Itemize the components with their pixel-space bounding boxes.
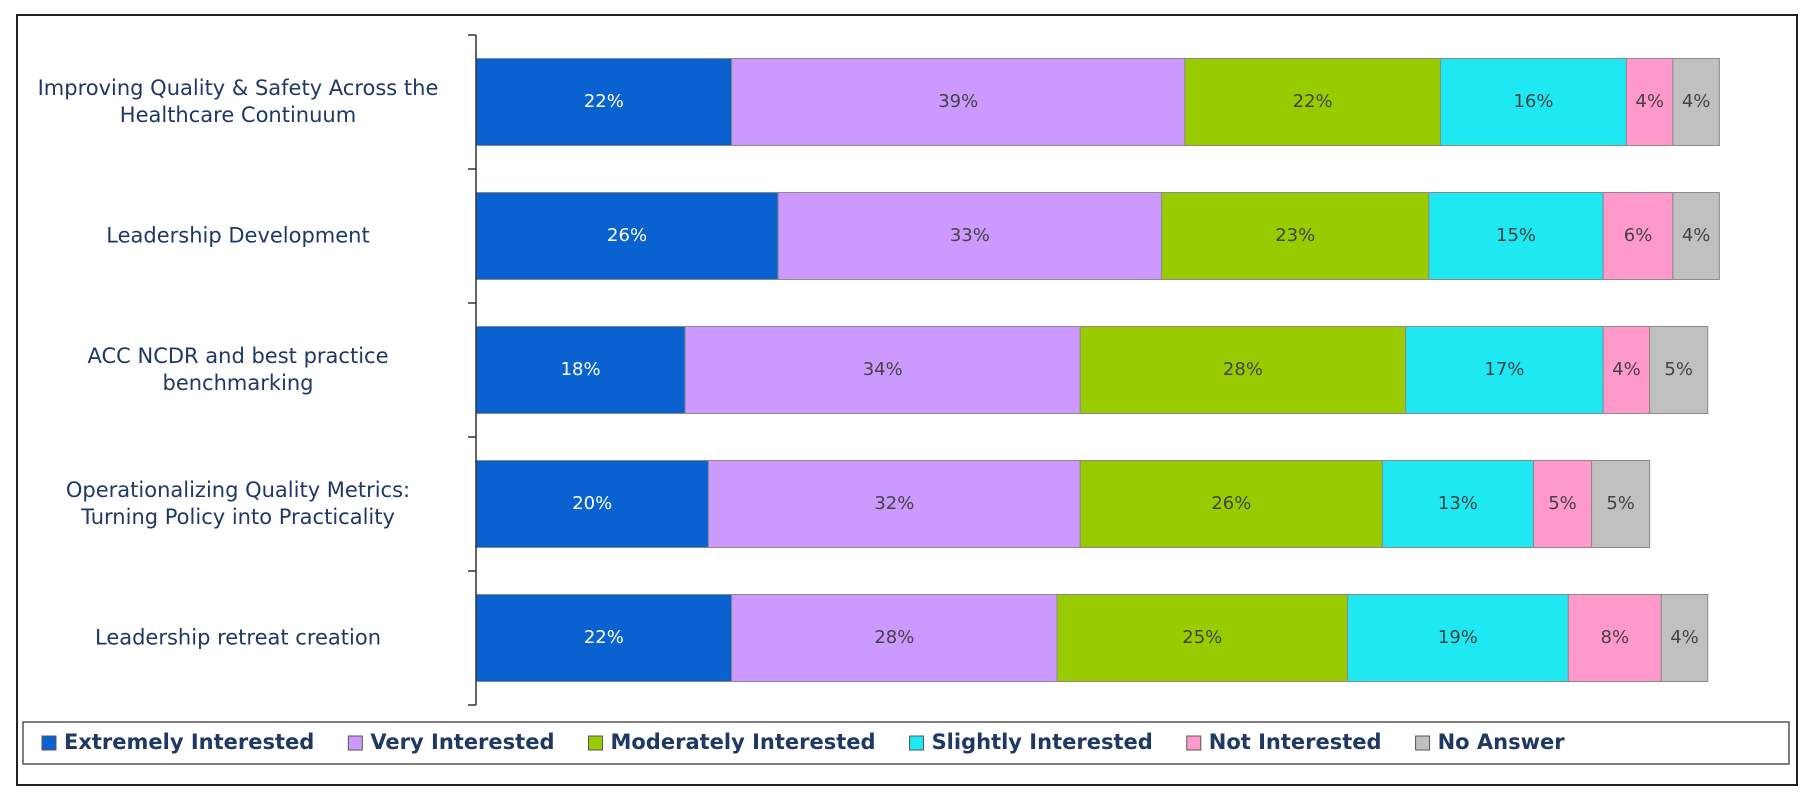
bar-segment [1660,594,1709,682]
value-label: 4% [1612,359,1641,380]
legend-swatch [1186,735,1202,751]
bar-segment [1161,192,1430,280]
bar-segment [1439,58,1627,146]
value-label: 28% [874,627,914,648]
value-label: 23% [1275,225,1315,246]
bar-segment [731,594,1058,682]
bar-segment [475,58,733,146]
bar-segment [1591,460,1651,548]
category-label: Leadership retreat creation [94,625,382,650]
legend-label: Moderately Interested [610,730,875,754]
value-label: 17% [1484,359,1524,380]
value-label: 4% [1635,91,1664,112]
value-label: 5% [1548,493,1577,514]
frame [16,14,1798,786]
legend-swatch [1415,735,1431,751]
value-label: 8% [1601,627,1630,648]
bar-segment [1602,192,1674,280]
value-label: 6% [1624,225,1653,246]
legend-label: Slightly Interested [932,730,1153,754]
bar-segment [1405,326,1604,414]
bar-segment [475,594,733,682]
value-label: 28% [1223,359,1263,380]
bar-segment [1079,326,1407,414]
legend-swatch [587,735,603,751]
bar-segment [1056,594,1349,682]
value-label: 22% [1293,91,1333,112]
value-label: 5% [1606,493,1635,514]
bar-segment [1381,460,1534,548]
bar-segment [1567,594,1662,682]
value-label: 5% [1664,359,1693,380]
value-label: 4% [1682,225,1711,246]
value-label: 16% [1513,91,1553,112]
value-label: 26% [1211,493,1251,514]
legend-label: Very Interested [370,730,554,754]
value-label: 22% [584,91,624,112]
bar-segment [1184,58,1441,146]
category-label: Leadership Development [106,223,370,248]
bar-segment [1347,594,1569,682]
legend-swatch [41,735,57,751]
bar-segment [777,192,1163,280]
bar-segment [684,326,1081,414]
category-label: Improving Quality & Safety Across the He… [37,76,439,127]
value-label: 32% [874,493,914,514]
legend-swatch [347,735,363,751]
value-label: 19% [1438,627,1478,648]
bar-segment [1625,58,1674,146]
bar-segment [1428,192,1604,280]
bar-segment [1532,460,1593,548]
bar-segment [475,326,686,414]
value-label: 33% [950,225,990,246]
value-label: 26% [607,225,647,246]
bar-segment [1649,326,1709,414]
value-label: 39% [938,91,978,112]
category-label: ACC NCDR and best practice benchmarking [87,344,389,395]
legend-label: No Answer [1438,730,1566,754]
bar-segment [1672,58,1720,146]
value-label: 13% [1438,493,1478,514]
value-label: 34% [863,359,903,380]
bar-segment [1602,326,1651,414]
bar-segment [1672,192,1720,280]
value-label: 15% [1496,225,1536,246]
category-label: Operationalizing Quality Metrics: Turnin… [65,478,411,529]
legend-label: Not Interested [1209,730,1382,754]
value-label: 18% [561,359,601,380]
value-label: 4% [1670,627,1699,648]
legend-label: Extremely Interested [64,730,314,754]
value-label: 22% [584,627,624,648]
value-label: 20% [572,493,612,514]
legend-swatch [909,735,925,751]
value-label: 4% [1682,91,1711,112]
bar-segment [731,58,1186,146]
value-label: 25% [1182,627,1222,648]
bar-segment [475,460,709,548]
legend-box [22,721,1790,765]
